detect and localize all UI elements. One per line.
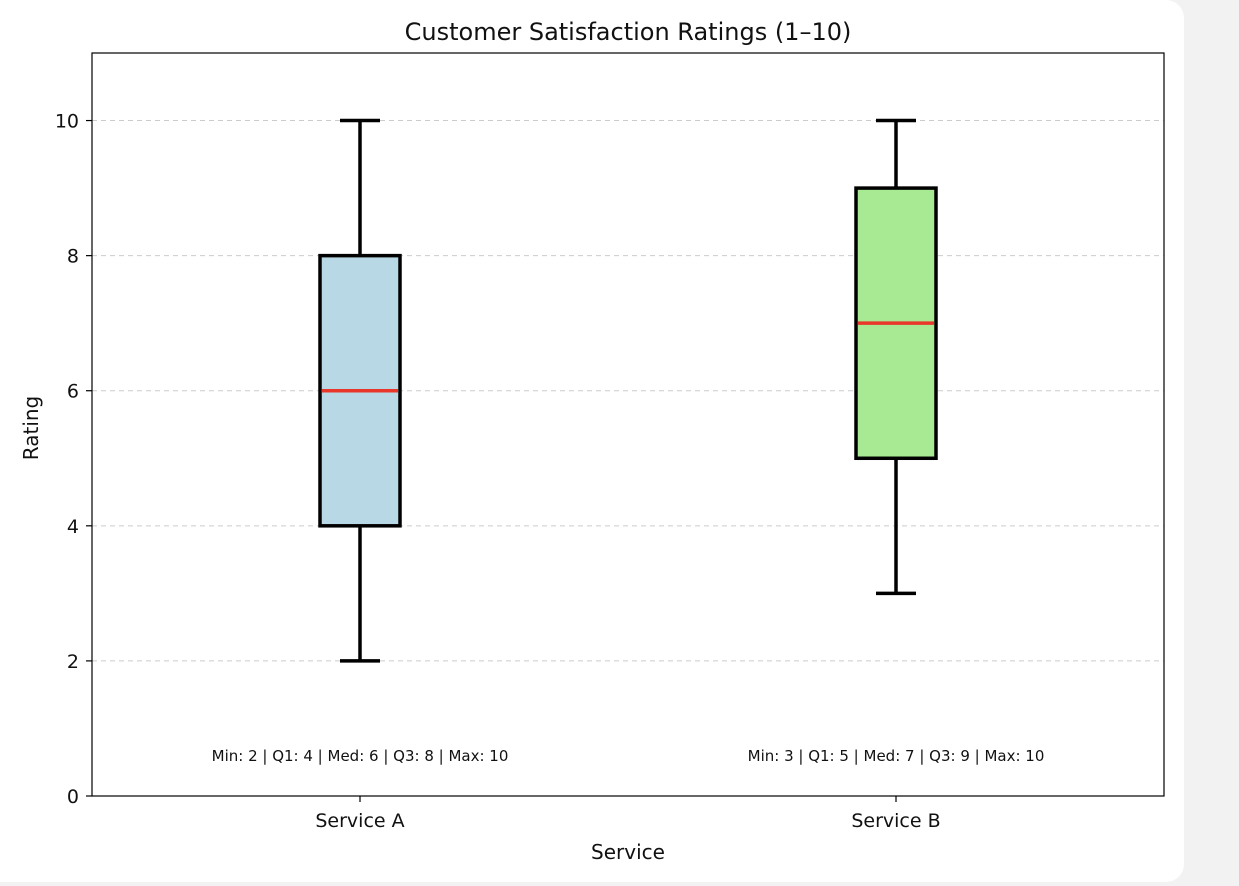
y-axis-label: Rating <box>19 396 43 460</box>
box-1 <box>318 118 402 663</box>
y-axis-ticks: 0 2 4 6 8 10 <box>55 111 92 808</box>
y-tick-label: 2 <box>67 651 79 673</box>
x-tick-label: Service A <box>315 810 404 832</box>
y-tick-label: 4 <box>67 516 79 538</box>
plot-area-frame <box>91 52 1165 797</box>
y-tick-label: 0 <box>67 786 79 808</box>
box-annotation: Min: 3 | Q1: 5 | Med: 7 | Q3: 9 | Max: 1… <box>748 747 1045 765</box>
grid-lines <box>92 120 1164 662</box>
chart-title: Customer Satisfaction Ratings (1–10) <box>405 18 852 46</box>
x-axis-label: Service <box>591 840 665 864</box>
y-tick-label: 6 <box>67 381 79 403</box>
y-tick-label: 8 <box>67 246 79 268</box>
x-axis-ticks: Service A Service B <box>315 796 941 832</box>
boxplot-chart: Customer Satisfaction Ratings (1–10) Min… <box>19 18 1165 864</box>
box-series <box>318 118 938 663</box>
box-annotation: Min: 2 | Q1: 4 | Med: 6 | Q3: 8 | Max: 1… <box>212 747 509 765</box>
box-annotations: Min: 2 | Q1: 4 | Med: 6 | Q3: 8 | Max: 1… <box>212 747 1045 765</box>
y-tick-label: 10 <box>55 111 79 133</box>
box-2 <box>854 118 938 596</box>
x-tick-label: Service B <box>851 810 940 832</box>
chart-card: Customer Satisfaction Ratings (1–10) Min… <box>0 0 1184 882</box>
